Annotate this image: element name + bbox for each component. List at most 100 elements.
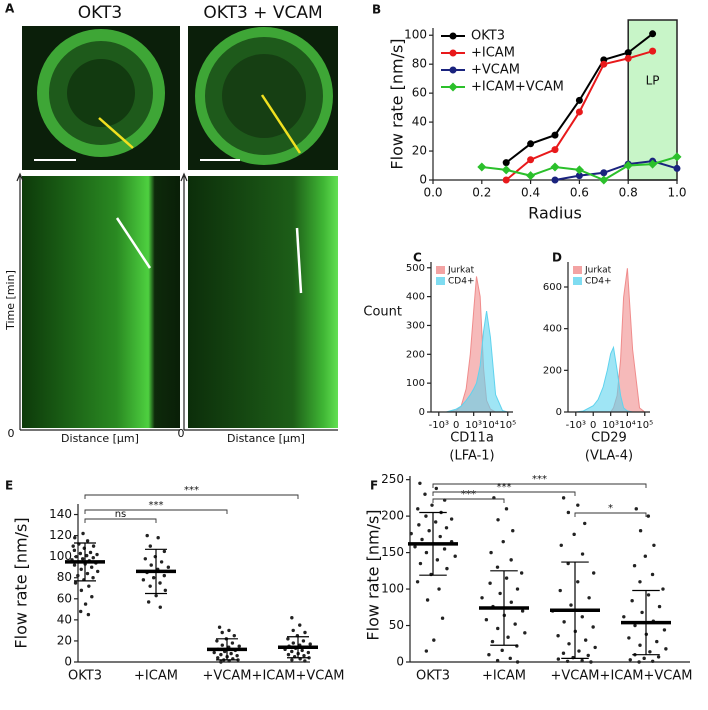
legend-label: CD4+ — [448, 277, 474, 287]
kymo-line — [98, 117, 134, 149]
data-point — [495, 565, 500, 569]
data-point — [628, 658, 632, 662]
origin-label: 0 — [178, 427, 185, 440]
y-tick-label: 600 — [543, 282, 562, 293]
marker — [449, 49, 457, 57]
data-point — [423, 492, 427, 496]
y-tick-label: 100 — [49, 549, 72, 563]
data-point — [566, 510, 571, 515]
data-point — [85, 571, 90, 576]
y-tick-label: 100 — [381, 582, 404, 596]
data-point — [589, 660, 593, 664]
data-point — [634, 507, 638, 511]
legend-label: OKT3 — [471, 29, 505, 44]
data-point — [583, 638, 588, 642]
marker — [502, 159, 510, 167]
y-tick-label: 20 — [57, 633, 72, 647]
marker — [575, 172, 583, 180]
data-point — [91, 556, 95, 560]
y-tick-label: 40 — [412, 115, 427, 129]
data-point — [449, 517, 454, 521]
data-point — [416, 507, 420, 511]
y-tick-label: 150 — [381, 545, 404, 559]
data-point — [159, 560, 164, 564]
y-tick-label: 50 — [389, 618, 404, 632]
data-point — [425, 598, 430, 602]
marker — [551, 146, 559, 154]
data-point — [432, 638, 436, 642]
marker — [526, 171, 536, 181]
data-point — [286, 637, 290, 641]
legend-label: CD4+ — [585, 277, 611, 287]
data-point — [506, 635, 510, 639]
significance-label: * — [608, 503, 613, 514]
x-axis-label: CD11a — [450, 431, 494, 446]
data-point — [438, 534, 442, 539]
data-point — [576, 503, 580, 507]
data-point — [79, 588, 84, 593]
y-tick-label: 20 — [412, 144, 427, 158]
data-point — [630, 599, 634, 603]
data-point — [504, 576, 509, 580]
data-point — [508, 656, 512, 661]
data-point — [76, 573, 80, 578]
marker — [672, 152, 682, 162]
data-point — [141, 578, 146, 582]
data-point — [230, 641, 235, 645]
x-tick-label: -10³ — [429, 420, 449, 431]
data-point — [143, 557, 148, 561]
y-axis-label: Count — [363, 305, 402, 320]
data-point — [420, 537, 424, 542]
x-tick-label: 1.0 — [667, 186, 686, 200]
data-point — [290, 616, 294, 620]
data-point — [300, 648, 304, 653]
x-axis-label: Distance [μm] — [227, 432, 305, 445]
data-point — [149, 563, 153, 567]
data-point — [418, 481, 422, 485]
data-point — [415, 580, 420, 584]
data-point — [236, 658, 240, 662]
data-point — [424, 514, 428, 518]
x-tick-label: -10³ — [566, 420, 586, 431]
data-point — [91, 576, 95, 580]
marker — [550, 162, 560, 172]
data-point — [440, 616, 445, 620]
image-title: OKT3 + VCAM — [203, 3, 322, 23]
significance-bracket — [432, 483, 647, 488]
marker — [449, 66, 457, 74]
x-axis-label: (VLA-4) — [585, 449, 633, 464]
data-point — [163, 588, 168, 593]
marker — [673, 164, 681, 172]
x-tick-label: +ICAM — [482, 669, 526, 684]
x-tick-label: 10³ — [465, 420, 482, 431]
data-point — [303, 659, 307, 663]
x-tick-label: 0.2 — [472, 186, 491, 200]
significance-label: *** — [461, 489, 476, 500]
data-point — [417, 523, 421, 527]
image-axes — [16, 172, 338, 431]
data-point — [580, 658, 584, 663]
data-point — [501, 539, 505, 544]
data-point — [301, 639, 306, 643]
x-tick-label: +VCAM — [551, 669, 600, 684]
data-point — [511, 529, 515, 533]
data-point — [148, 544, 153, 548]
marker — [648, 159, 658, 169]
marker — [527, 140, 535, 148]
data-point — [664, 647, 668, 651]
data-point — [430, 503, 434, 507]
marker — [623, 161, 633, 171]
data-point — [643, 554, 648, 558]
data-point — [80, 557, 85, 561]
x-tick-label: OKT3 — [68, 669, 102, 684]
x-tick-label: +VCAM — [203, 669, 252, 684]
x-tick-label: 10⁵ — [636, 420, 653, 431]
data-point — [85, 539, 90, 543]
data-point — [152, 576, 156, 580]
significance-label: *** — [497, 482, 512, 493]
data-point — [565, 659, 570, 663]
data-point — [515, 660, 520, 664]
data-point — [148, 584, 152, 588]
y-tick-label: 0 — [419, 173, 427, 187]
data-point — [580, 552, 585, 556]
